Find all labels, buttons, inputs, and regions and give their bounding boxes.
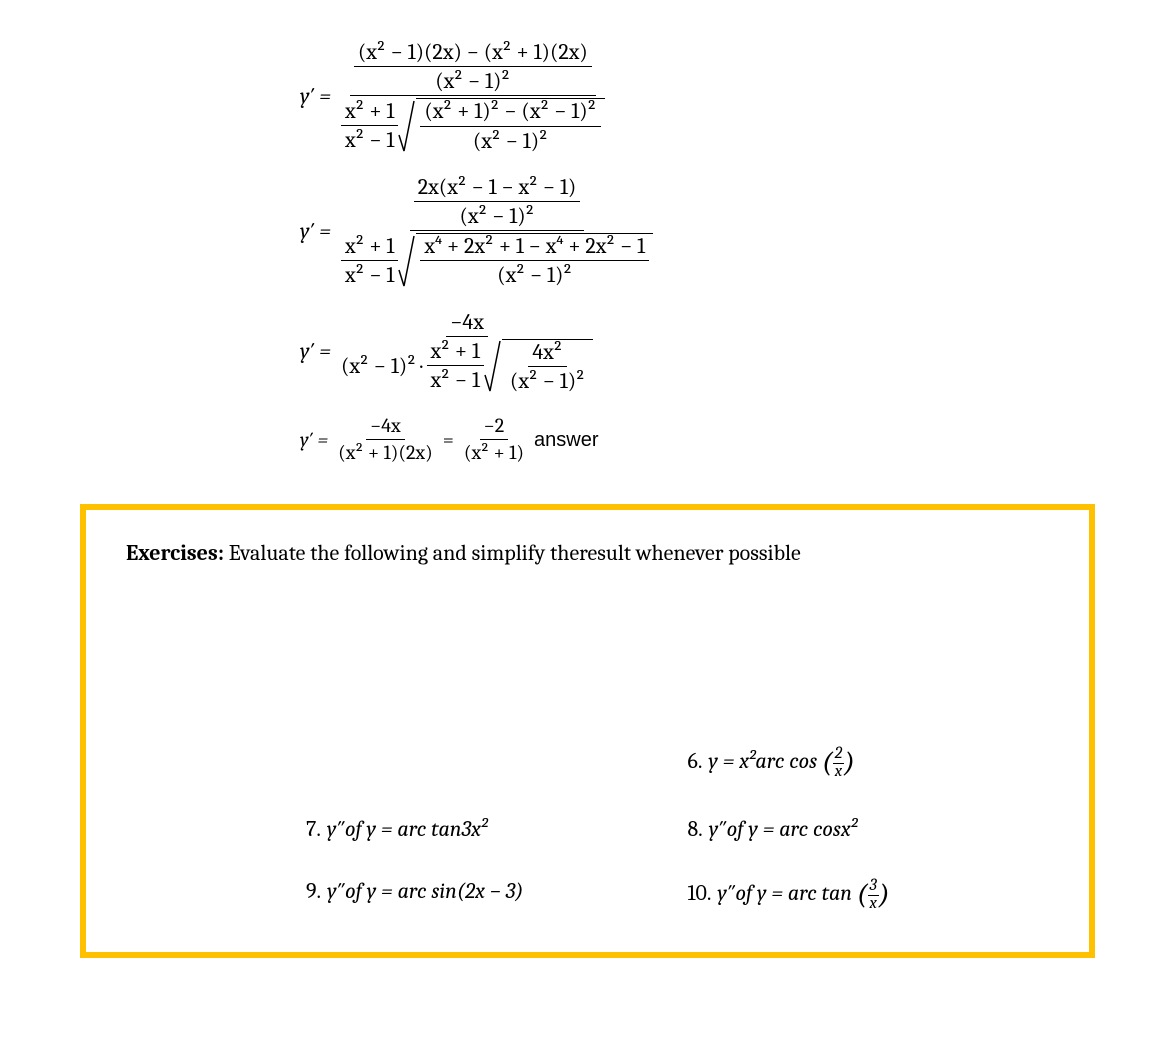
lhs: y′ = [300, 219, 331, 243]
outer-fraction: 2x(x² − 1 − x² − 1) (x² − 1)² x² + 1 x² … [337, 175, 657, 288]
numerator-top: (x² − 1)(2x) − (x² + 1)(2x) [354, 40, 592, 67]
sqrt-bottom: (x² − 1)² [493, 261, 576, 287]
dot: · [420, 354, 422, 378]
denom-b-bottom: x² − 1 [427, 366, 484, 392]
exercises-title: Exercises: Evaluate the following and si… [126, 540, 1049, 566]
numerator-bottom: (x² − 1)² [431, 67, 514, 93]
sqrt: 4x² (x² − 1)² [484, 339, 593, 393]
equals: = [443, 429, 454, 451]
title-bold: Exercises: [126, 540, 224, 566]
exercise-9: 9.y″of y = arc sin(2x − 3) [306, 878, 648, 912]
frac-n: 2 [833, 746, 845, 764]
outer-fraction: (x² − 1)(2x) − (x² + 1)(2x) (x² − 1)² x²… [337, 40, 609, 153]
lhs: y′ = [300, 429, 328, 451]
exercise-6: 6.y = x²arc cos (2x) [688, 746, 1030, 780]
denom-left-top: x² + 1 [341, 99, 398, 126]
item-text: y″of y = arc tan3x² [327, 816, 488, 842]
lhs: y′ = [300, 339, 331, 363]
item-number: 10. [688, 880, 712, 906]
frac-d: x [868, 896, 879, 913]
item-text: y = x²arc cos [708, 748, 822, 774]
item-text: y″of y = arc tan [717, 880, 856, 906]
exercises-box: Exercises: Evaluate the following and si… [80, 504, 1095, 958]
frac2-bottom: (x² + 1) [460, 440, 528, 464]
numerator: −4x [446, 310, 488, 337]
outer-fraction: −4x (x² − 1)² · x² + 1 x² − 1 [337, 310, 597, 394]
denom-left-top: x² + 1 [341, 234, 398, 261]
numerator-bottom: (x² − 1)² [455, 202, 538, 228]
exercises-grid: 6.y = x²arc cos (2x) 7.y″of y = arc tan3… [306, 746, 1029, 912]
denom-left-bottom: x² − 1 [341, 126, 398, 152]
exercise-8: 8.y″of y = arc cosx² [688, 816, 1030, 842]
sqrt-top: x⁴ + 2x² + 1 − x⁴ + 2x² − 1 [420, 234, 649, 261]
item-text: y″of y = arc sin(2x − 3) [327, 878, 523, 904]
frac1-bottom: (x² + 1)(2x) [334, 440, 437, 464]
sqrt: x⁴ + 2x² + 1 − x⁴ + 2x² − 1 (x² − 1)² [398, 233, 653, 287]
sqrt-bottom: (x² − 1)² [469, 127, 552, 153]
page: y′ = (x² − 1)(2x) − (x² + 1)(2x) (x² − 1… [0, 0, 1175, 988]
frac-n: 3 [868, 878, 879, 896]
frac-d: x [833, 764, 845, 781]
item-text: y″of y = arc cosx² [709, 816, 857, 842]
exercise-10: 10.y″of y = arc tan (3x) [688, 878, 1030, 912]
exercise-7: 7.y″of y = arc tan3x² [306, 816, 648, 842]
item-number: 9. [306, 878, 321, 904]
denom-a: (x² − 1)² [341, 354, 416, 378]
equation-step-1: y′ = (x² − 1)(2x) − (x² + 1)(2x) (x² − 1… [300, 40, 1115, 153]
answer-label: answer [534, 429, 598, 451]
lhs: y′ = [300, 84, 331, 108]
denom-left-bottom: x² − 1 [341, 261, 398, 287]
sqrt-bottom: (x² − 1)² [506, 367, 589, 393]
sqrt-top: 4x² [528, 340, 566, 367]
sqrt-top: (x² + 1)² − (x² − 1)² [420, 99, 600, 126]
title-rest: Evaluate the following and simplify ther… [224, 540, 801, 566]
equation-step-2: y′ = 2x(x² − 1 − x² − 1) (x² − 1)² x² + … [300, 175, 1115, 288]
frac2-top: −2 [480, 415, 509, 440]
sqrt: (x² + 1)² − (x² − 1)² (x² − 1)² [398, 98, 604, 152]
item-number: 8. [688, 816, 703, 842]
equation-step-4: y′ = −4x (x² + 1)(2x) = −2 (x² + 1) answ… [300, 415, 1115, 464]
frac1-top: −4x [366, 415, 405, 440]
worked-example: y′ = (x² − 1)(2x) − (x² + 1)(2x) (x² − 1… [300, 40, 1115, 464]
denom-b-top: x² + 1 [427, 339, 484, 366]
numerator-top: 2x(x² − 1 − x² − 1) [414, 175, 581, 202]
item-number: 6. [688, 748, 703, 774]
item-number: 7. [306, 816, 321, 842]
equation-step-3: y′ = −4x (x² − 1)² · x² + 1 x² − 1 [300, 310, 1115, 394]
